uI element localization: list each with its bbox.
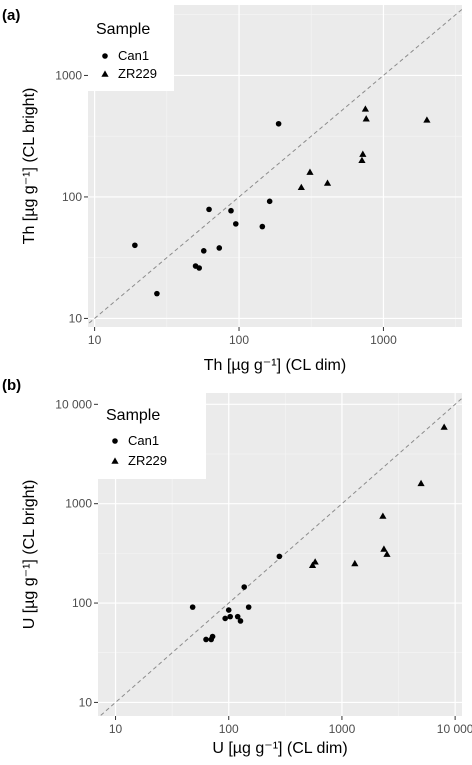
legend-key-circle [102,53,108,59]
data-point-zr229 [379,512,387,519]
x-tick-label: 10 [88,333,102,347]
legend-label: Can1 [128,433,159,448]
data-point-can1 [245,604,252,610]
data-point-can1 [237,618,244,624]
legend-title: Sample [96,21,150,38]
data-point-can1 [222,615,228,622]
data-point-zr229 [308,561,317,568]
data-point-zr229 [311,558,319,565]
panel-tag: (a) [2,7,20,24]
one-to-one-line [88,8,462,325]
legend-key-triangle [111,457,119,464]
data-point-can1 [227,613,233,620]
data-point-can1 [132,242,138,249]
data-point-can1 [234,613,241,620]
y-tick-label: 10 [79,695,93,709]
legend-label: ZR229 [128,453,167,468]
legend: Sample Can1 ZR229 [98,393,206,479]
x-tick-label: 10 [109,722,123,736]
data-point-can1 [276,553,283,560]
x-tick-label: 100 [219,722,239,736]
data-point-can1 [275,120,282,127]
legend-title: Sample [106,407,160,424]
data-point-can1 [233,221,239,227]
y-tick-label: 1000 [65,497,92,511]
one-to-one-line [99,397,462,716]
data-point-zr229 [362,115,370,122]
legend-key-triangle [101,70,109,77]
x-tick-label: 1000 [329,722,356,736]
panel-tag: (b) [2,377,21,394]
data-point-can1 [154,290,160,297]
legend-label: ZR229 [118,66,157,81]
legend-key-circle [112,438,118,444]
data-point-can1 [228,207,234,214]
x-axis-title: U [µg g⁻¹] (CL dim) [212,740,347,757]
data-point-can1 [203,636,209,643]
data-point-zr229 [361,105,369,112]
x-axis-title: Th [µg g⁻¹] (CL dim) [204,357,346,374]
legend: Sample Can1 ZR229 [88,5,174,91]
data-point-can1 [216,245,223,251]
data-point-zr229 [380,545,388,552]
data-point-zr229 [359,150,367,157]
plot-area [98,393,462,716]
x-tick-label: 100 [229,333,249,347]
data-point-zr229 [383,550,391,557]
data-point-can1 [266,198,273,205]
data-point-can1 [206,206,212,213]
data-point-can1 [209,633,216,640]
y-tick-label: 100 [72,596,92,610]
data-point-zr229 [423,116,431,123]
data-point-can1 [225,607,232,613]
x-tick-label: 10 000 [437,722,472,736]
x-tick-label: 1000 [370,333,397,347]
plot-area [88,5,462,327]
y-tick-label: 10 [69,311,83,325]
data-point-zr229 [351,559,359,567]
data-point-can1 [259,223,266,230]
data-point-zr229 [358,156,366,164]
y-axis-title: Th [µg g⁻¹] (CL bright) [21,88,38,245]
data-point-can1 [200,248,207,254]
y-tick-label: 10 000 [55,397,92,411]
data-point-can1 [189,604,196,610]
y-axis-title: U [µg g⁻¹] (CL bright) [21,480,38,630]
data-point-zr229 [417,479,425,487]
data-point-zr229 [440,423,448,430]
data-point-zr229 [297,183,305,191]
data-point-can1 [241,584,248,590]
legend-background [98,393,206,479]
y-tick-label: 1000 [55,68,82,82]
legend-label: Can1 [118,48,149,63]
chart-panel-1: 10 100 1000 10 100 1000 Th [µg g⁻¹] (CL dim) Th… [2,5,462,374]
data-point-zr229 [323,179,332,186]
y-tick-label: 100 [62,190,82,204]
data-point-can1 [196,265,203,271]
data-point-zr229 [306,168,314,175]
chart-panel-2: 10 100 1000 10 000 10 100 1000 10 000 U [µg g⁻¹]… [2,377,472,757]
